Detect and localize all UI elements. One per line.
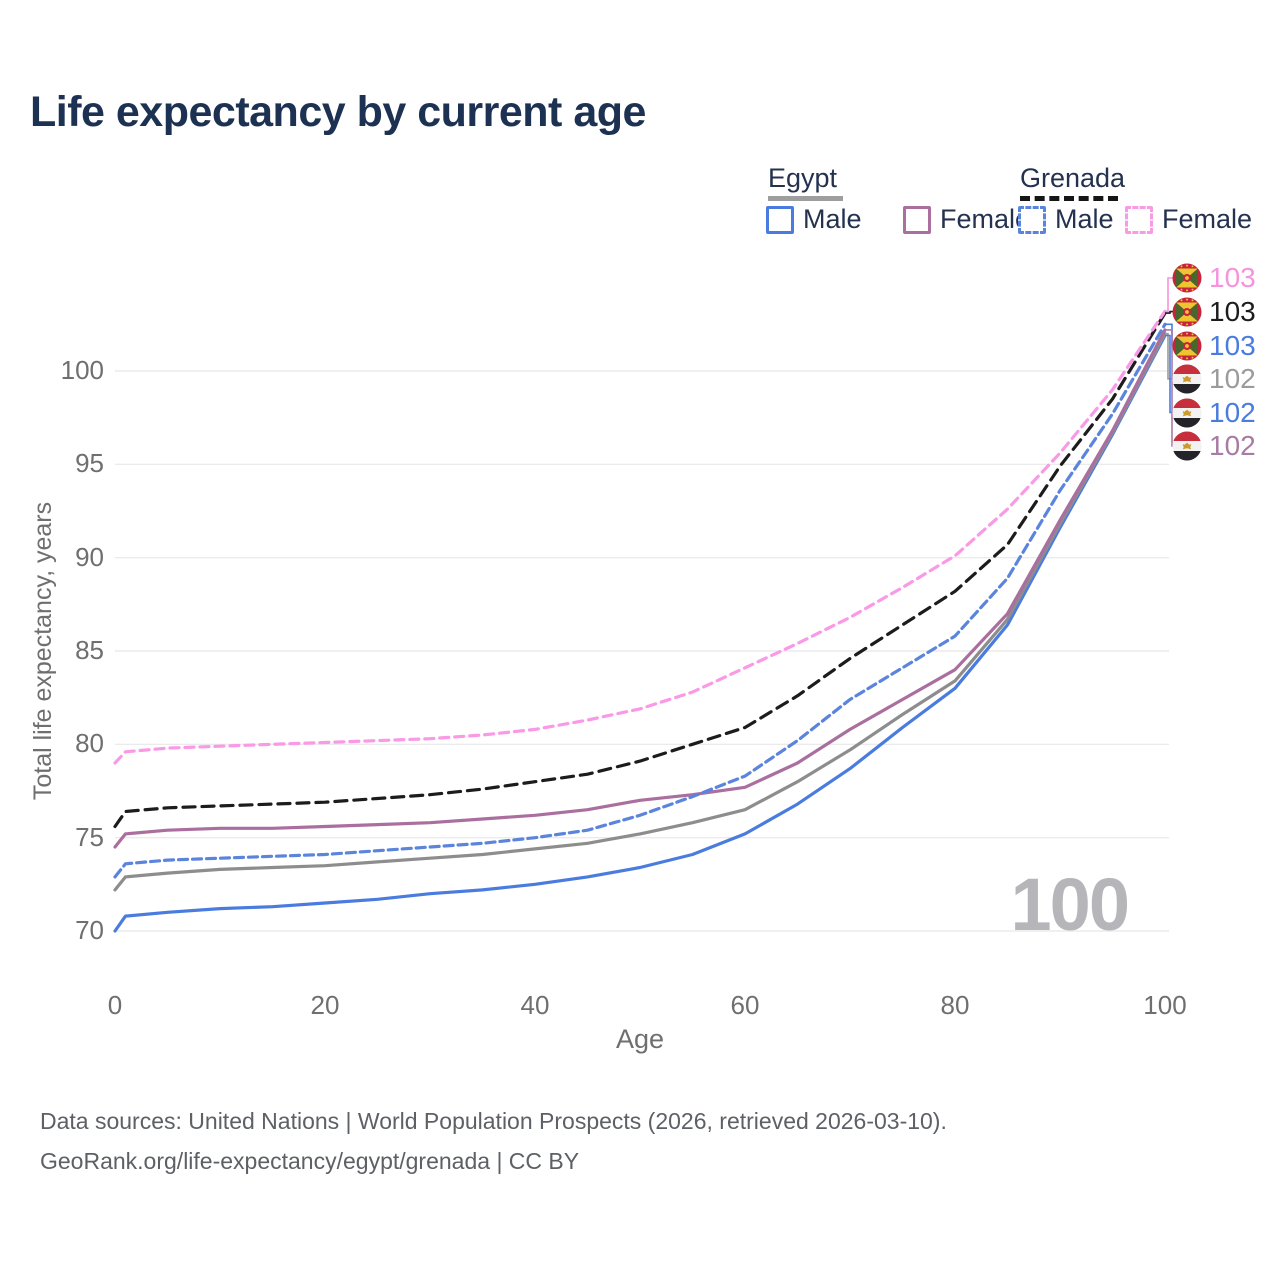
series-line-grenada-both-sexes[interactable] bbox=[113, 311, 1167, 829]
legend-item-label: Male bbox=[803, 204, 862, 234]
legend-item-grenada-male[interactable]: Male bbox=[1018, 204, 1114, 235]
y-tick-label: 70 bbox=[75, 915, 104, 945]
y-tick-label: 95 bbox=[75, 448, 104, 479]
end-label-row: 103 bbox=[1172, 295, 1256, 329]
series-line-grenada-male[interactable] bbox=[113, 322, 1167, 879]
series-line-grenada-female[interactable] bbox=[113, 309, 1167, 765]
x-tick-label: 0 bbox=[107, 990, 123, 1020]
x-axis-title: Age bbox=[615, 1024, 665, 1054]
grenada-flag-icon bbox=[1172, 297, 1202, 327]
end-label-row: 103 bbox=[1172, 329, 1256, 363]
footer-source-line: Data sources: United Nations | World Pop… bbox=[40, 1108, 947, 1134]
legend-item-egypt-male[interactable]: Male bbox=[766, 204, 862, 235]
series-line-egypt-male[interactable] bbox=[113, 333, 1167, 933]
y-tick-label: 100 bbox=[60, 355, 104, 385]
series-line-egypt-female[interactable] bbox=[113, 328, 1167, 849]
leader-line bbox=[1165, 310, 1174, 314]
leader-line bbox=[1165, 332, 1174, 380]
grenada-flag-icon bbox=[1172, 331, 1202, 361]
x-tick-label: 80 bbox=[940, 990, 970, 1020]
legend-group-grenada-label: Grenada bbox=[1020, 163, 1126, 193]
legend-item-egypt-female[interactable]: Female bbox=[903, 204, 1030, 235]
grenada-flag-icon bbox=[1172, 263, 1202, 293]
x-tick-label: 100 bbox=[1143, 990, 1187, 1020]
end-label-row: 103 bbox=[1172, 261, 1256, 295]
x-tick-label: 20 bbox=[310, 990, 340, 1020]
legend-grenada-line-sample bbox=[1020, 196, 1118, 201]
egypt-flag-icon bbox=[1172, 431, 1202, 461]
end-label-value: 102 bbox=[1209, 363, 1256, 394]
y-tick-label: 85 bbox=[75, 635, 104, 665]
footer-license-line: GeoRank.org/life-expectancy/egypt/grenad… bbox=[40, 1148, 580, 1174]
end-label-value: 103 bbox=[1209, 262, 1256, 293]
y-tick-label: 90 bbox=[75, 541, 104, 572]
y-tick-label: 75 bbox=[75, 821, 104, 852]
grenada-male-swatch-icon bbox=[1018, 205, 1046, 234]
x-tick-label: 40 bbox=[520, 990, 550, 1020]
egypt-flag-icon bbox=[1172, 364, 1202, 394]
legend-item-label: Male bbox=[1055, 204, 1114, 234]
legend-group-egypt-label: Egypt bbox=[768, 163, 838, 193]
egypt-flag-icon bbox=[1172, 398, 1202, 428]
grenada-female-swatch-icon bbox=[1125, 205, 1153, 234]
end-label-value: 103 bbox=[1209, 296, 1256, 327]
end-label-row: 102 bbox=[1172, 396, 1256, 430]
end-label-row: 102 bbox=[1172, 429, 1256, 463]
legend-item-label: Female bbox=[1162, 204, 1253, 234]
leader-line bbox=[1165, 277, 1174, 313]
end-label-value: 102 bbox=[1209, 397, 1256, 428]
page-title: Life expectancy by current age bbox=[30, 88, 646, 136]
legend-item-grenada-female[interactable]: Female bbox=[1125, 204, 1252, 235]
series-line-egypt-both-sexes[interactable] bbox=[113, 332, 1167, 892]
legend-item-label: Female bbox=[940, 204, 1031, 234]
end-label-value: 102 bbox=[1209, 430, 1256, 461]
legend-egypt-line-sample bbox=[768, 196, 843, 201]
y-tick-label: 80 bbox=[75, 728, 104, 759]
age-counter-watermark: 100 bbox=[1010, 863, 1130, 946]
x-tick-label: 60 bbox=[730, 990, 760, 1020]
end-label-value: 103 bbox=[1209, 330, 1256, 361]
egypt-male-swatch-icon bbox=[766, 205, 794, 234]
gridlines bbox=[115, 370, 1169, 932]
egypt-female-swatch-icon bbox=[903, 205, 931, 234]
series-lines bbox=[113, 309, 1167, 933]
end-label-row: 102 bbox=[1172, 362, 1256, 396]
